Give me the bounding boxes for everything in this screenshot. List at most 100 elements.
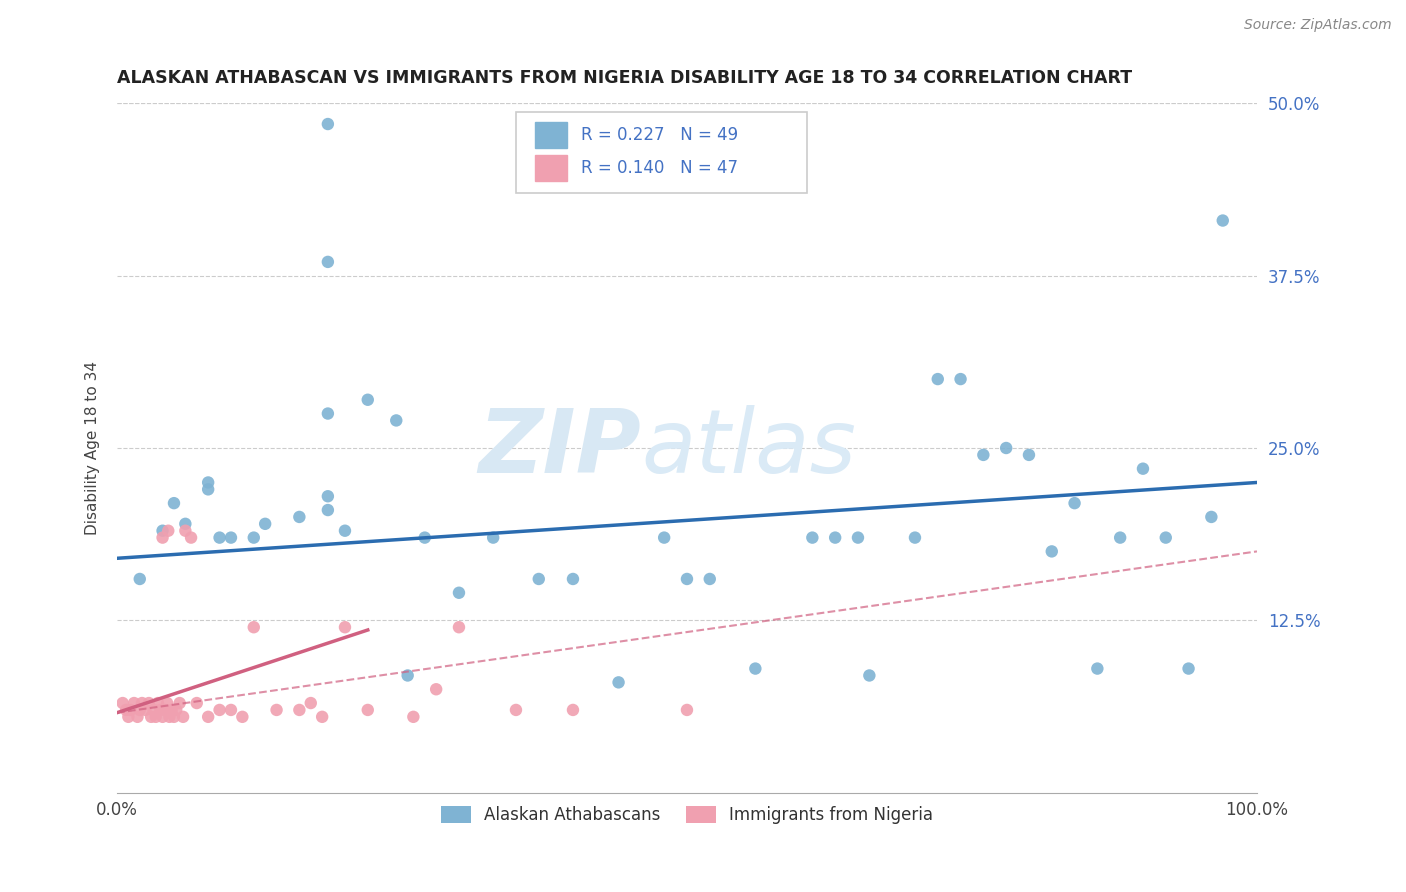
Point	[482, 531, 505, 545]
Point	[402, 710, 425, 724]
Point	[141, 710, 163, 724]
Point	[142, 703, 165, 717]
Point	[208, 703, 231, 717]
Point	[1018, 448, 1040, 462]
Point	[153, 703, 176, 717]
Point	[1040, 544, 1063, 558]
Point	[1177, 662, 1199, 676]
Point	[169, 696, 191, 710]
Point	[266, 703, 288, 717]
FancyBboxPatch shape	[516, 112, 807, 193]
Point	[163, 496, 186, 510]
Point	[447, 586, 470, 600]
Point	[197, 483, 219, 497]
Point	[311, 710, 333, 724]
Point	[145, 710, 167, 724]
Point	[1109, 531, 1132, 545]
Point	[160, 703, 183, 717]
Point	[197, 475, 219, 490]
Point	[744, 662, 766, 676]
Point	[846, 531, 869, 545]
Point	[995, 441, 1018, 455]
Point	[904, 531, 927, 545]
Point	[156, 696, 179, 710]
Point	[288, 703, 311, 717]
Point	[152, 531, 174, 545]
Point	[505, 703, 527, 717]
Text: R = 0.227   N = 49: R = 0.227 N = 49	[581, 126, 738, 145]
Bar	[536, 122, 567, 148]
Point	[299, 696, 322, 710]
Point	[562, 703, 585, 717]
Point	[186, 696, 208, 710]
Text: ZIP: ZIP	[478, 404, 641, 491]
Point	[357, 703, 380, 717]
Text: atlas: atlas	[641, 405, 856, 491]
Point	[1201, 510, 1223, 524]
Point	[122, 696, 145, 710]
Point	[927, 372, 949, 386]
Point	[824, 531, 846, 545]
Point	[254, 516, 277, 531]
Point	[316, 489, 339, 503]
Point	[138, 696, 160, 710]
Point	[676, 703, 699, 717]
Point	[174, 524, 197, 538]
Point	[316, 255, 339, 269]
Bar	[536, 155, 567, 181]
Point	[208, 531, 231, 545]
Point	[333, 524, 356, 538]
Text: Source: ZipAtlas.com: Source: ZipAtlas.com	[1244, 18, 1392, 32]
Point	[146, 696, 169, 710]
Point	[396, 668, 419, 682]
Point	[174, 516, 197, 531]
Point	[413, 531, 436, 545]
Point	[676, 572, 699, 586]
Point	[607, 675, 630, 690]
Point	[316, 407, 339, 421]
Point	[858, 668, 880, 682]
Point	[447, 620, 470, 634]
Point	[1212, 213, 1234, 227]
Point	[1063, 496, 1085, 510]
Point	[219, 703, 242, 717]
Point	[149, 703, 172, 717]
Point	[128, 703, 150, 717]
Point	[180, 531, 202, 545]
Legend: Alaskan Athabascans, Immigrants from Nigeria: Alaskan Athabascans, Immigrants from Nig…	[433, 797, 942, 832]
Point	[316, 117, 339, 131]
Point	[949, 372, 972, 386]
Point	[197, 710, 219, 724]
Point	[131, 696, 153, 710]
Point	[385, 413, 408, 427]
Y-axis label: Disability Age 18 to 34: Disability Age 18 to 34	[86, 361, 100, 535]
Point	[231, 710, 253, 724]
Point	[1132, 461, 1154, 475]
Point	[219, 531, 242, 545]
Point	[157, 710, 180, 724]
Point	[128, 572, 150, 586]
Point	[111, 696, 134, 710]
Point	[127, 710, 149, 724]
Text: ALASKAN ATHABASCAN VS IMMIGRANTS FROM NIGERIA DISABILITY AGE 18 TO 34 CORRELATIO: ALASKAN ATHABASCAN VS IMMIGRANTS FROM NI…	[117, 69, 1132, 87]
Point	[425, 682, 447, 697]
Point	[115, 703, 138, 717]
Text: R = 0.140   N = 47: R = 0.140 N = 47	[581, 159, 738, 178]
Point	[242, 620, 264, 634]
Point	[242, 531, 264, 545]
Point	[157, 524, 180, 538]
Point	[652, 531, 675, 545]
Point	[1154, 531, 1177, 545]
Point	[165, 703, 187, 717]
Point	[152, 710, 174, 724]
Point	[699, 572, 721, 586]
Point	[117, 710, 139, 724]
Point	[163, 710, 186, 724]
Point	[1085, 662, 1108, 676]
Point	[333, 620, 356, 634]
Point	[972, 448, 994, 462]
Point	[120, 703, 142, 717]
Point	[357, 392, 380, 407]
Point	[562, 572, 585, 586]
Point	[172, 710, 194, 724]
